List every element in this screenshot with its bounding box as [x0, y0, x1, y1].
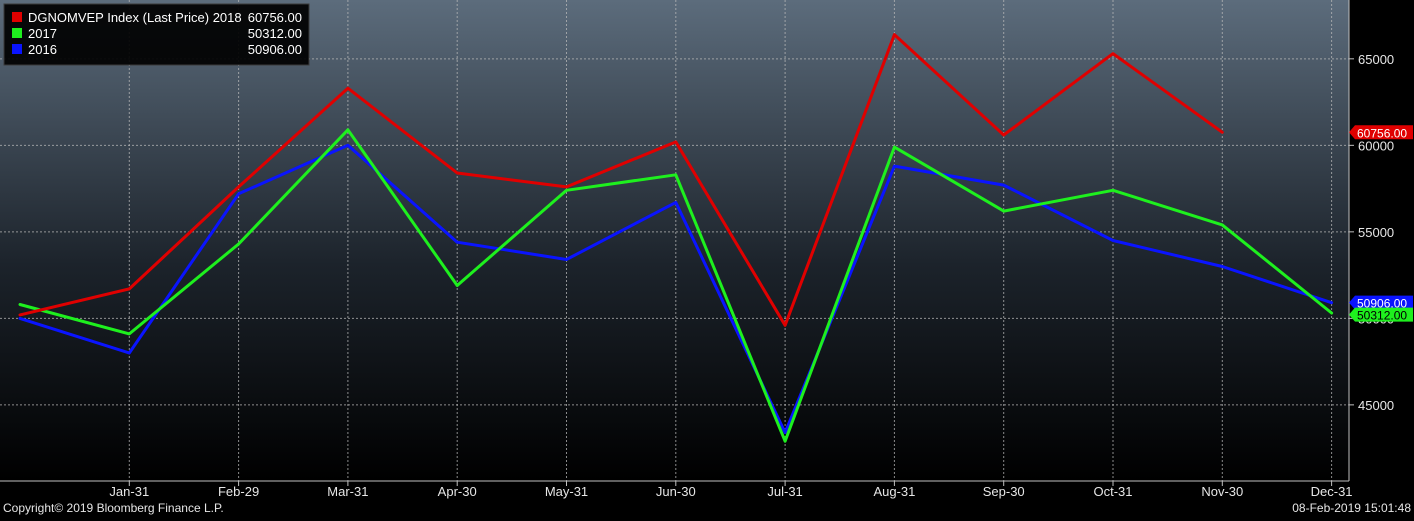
x-tick-label: Sep-30 [983, 484, 1025, 499]
last-value-tag [1349, 295, 1413, 310]
legend-series-value: 50312.00 [248, 26, 302, 41]
last-value-marker: 60756.00 [1349, 125, 1413, 140]
legend-series-name: DGNOMVEP Index (Last Price) 2018 [28, 10, 242, 25]
x-tick-label: Dec-31 [1311, 484, 1353, 499]
copyright-text: Copyright© 2019 Bloomberg Finance L.P. [3, 501, 224, 515]
series-line [18, 143, 1334, 435]
last-value-label: 50312.00 [1357, 309, 1407, 323]
x-tick-label: Apr-30 [438, 484, 477, 499]
x-axis-ticks: Jan-31 Feb-29 Mar-31 Apr-30 May-31 Jun-30 Jul-… [109, 481, 1353, 499]
legend-series-value: 50906.00 [248, 42, 302, 57]
legend-swatch [12, 28, 22, 38]
y-tick-label: 55000 [1358, 225, 1394, 240]
y-axis-ticks: 4500050000550006000065000 [1349, 52, 1394, 413]
legend-series-name: 2017 [28, 26, 57, 41]
x-tick-label: Feb-29 [218, 484, 259, 499]
last-value-marker: 50906.00 [1349, 295, 1413, 311]
last-value-marker: 50312.00 [1349, 307, 1413, 323]
series-line [18, 33, 1224, 327]
x-tick-label: Jan-31 [109, 484, 149, 499]
last-value-tag [1349, 307, 1413, 322]
legend-box [3, 3, 310, 66]
x-tick-label: Jun-30 [656, 484, 696, 499]
plot-background [0, 0, 1349, 481]
legend-swatch [12, 12, 22, 22]
x-tick-label: Jul-31 [767, 484, 802, 499]
x-tick-label: May-31 [545, 484, 588, 499]
legend-series-name: 2016 [28, 42, 57, 57]
last-value-label: 50906.00 [1357, 297, 1407, 311]
last-value-tag [1349, 125, 1413, 140]
series-lines [18, 33, 1334, 443]
legend-swatch [12, 44, 22, 54]
x-tick-label: Aug-31 [873, 484, 915, 499]
y-tick-label: 45000 [1358, 398, 1394, 413]
legend-series-value: 60756.00 [248, 10, 302, 25]
timestamp-text: 08-Feb-2019 15:01:48 [1292, 501, 1411, 515]
legend: DGNOMVEP Index (Last Price) 2018 60756.00… [3, 3, 310, 66]
x-tick-label: Mar-31 [327, 484, 368, 499]
series-line [18, 128, 1334, 443]
last-value-label: 60756.00 [1357, 126, 1407, 140]
x-tick-label: Oct-31 [1093, 484, 1132, 499]
y-tick-label: 60000 [1358, 138, 1394, 153]
x-tick-label: Nov-30 [1201, 484, 1243, 499]
y-tick-label: 65000 [1358, 52, 1394, 67]
